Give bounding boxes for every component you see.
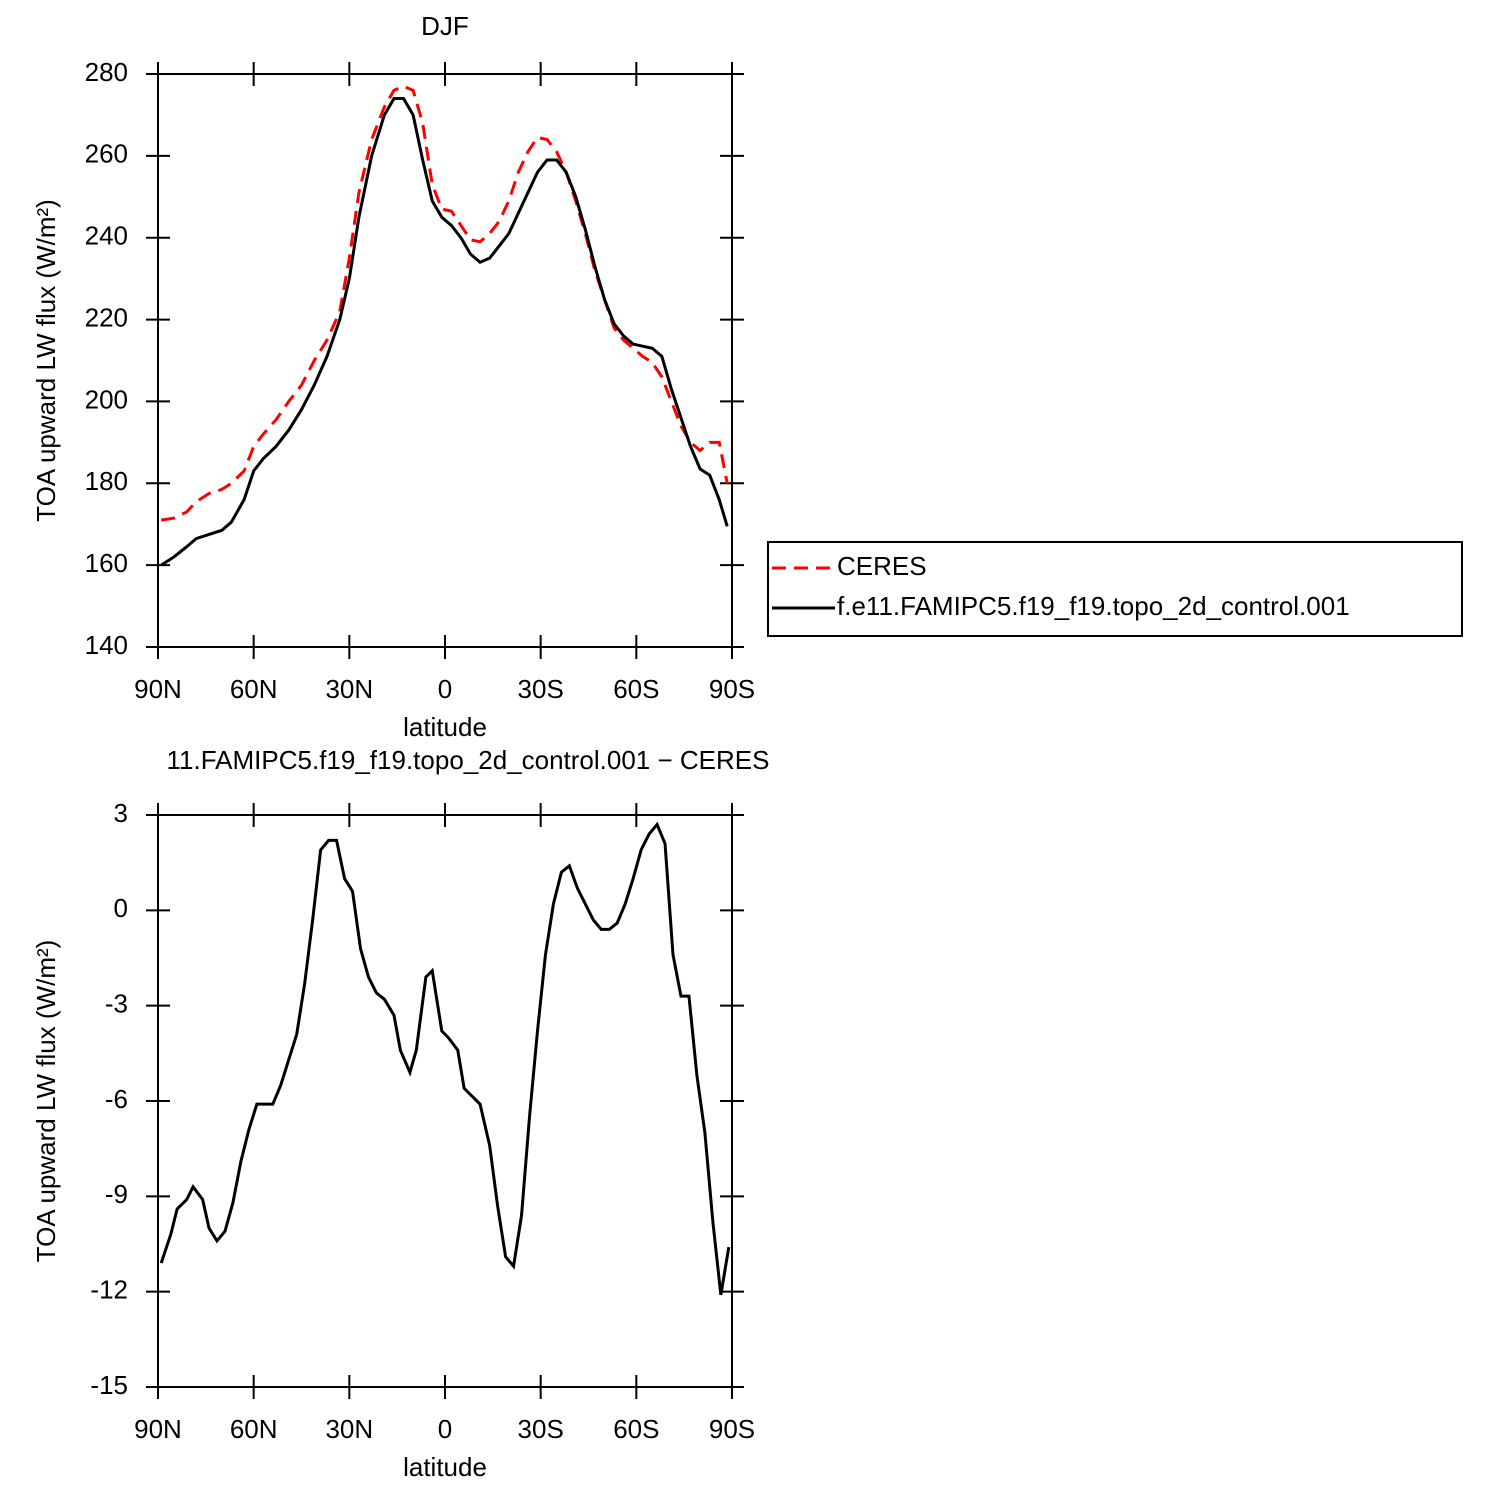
y-tick-label: -6 bbox=[105, 1084, 128, 1114]
x-axis-label: latitude bbox=[403, 712, 487, 742]
y-tick-label: -3 bbox=[105, 989, 128, 1019]
y-tick-label: 220 bbox=[85, 302, 128, 332]
y-tick-label: 0 bbox=[114, 893, 128, 923]
x-tick-label: 60S bbox=[613, 674, 659, 704]
data-line bbox=[160, 97, 729, 567]
y-tick-label: 200 bbox=[85, 384, 128, 414]
y-tick-label: 240 bbox=[85, 221, 128, 251]
x-tick-label: 60S bbox=[613, 1414, 659, 1444]
legend-box bbox=[767, 541, 1463, 637]
y-tick-label: 140 bbox=[85, 630, 128, 660]
legend-label: CERES bbox=[837, 551, 927, 581]
x-tick-label: 90N bbox=[134, 674, 182, 704]
chart-title: 11.FAMIPC5.f19_f19.topo_2d_control.001 −… bbox=[167, 745, 770, 775]
x-tick-label: 90N bbox=[134, 1414, 182, 1444]
y-tick-label: -12 bbox=[90, 1275, 128, 1305]
y-tick-label: 3 bbox=[114, 798, 128, 828]
x-tick-label: 0 bbox=[438, 1414, 452, 1444]
x-tick-label: 90S bbox=[709, 674, 755, 704]
x-tick-label: 30N bbox=[325, 674, 373, 704]
x-tick-label: 30S bbox=[518, 674, 564, 704]
x-tick-label: 90S bbox=[709, 1414, 755, 1444]
x-axis-label: latitude bbox=[403, 1452, 487, 1482]
data-line bbox=[160, 84, 729, 522]
chart-title: DJF bbox=[421, 11, 469, 41]
x-tick-label: 60N bbox=[230, 1414, 278, 1444]
x-tick-label: 30S bbox=[518, 1414, 564, 1444]
y-tick-label: 280 bbox=[85, 57, 128, 87]
y-axis-label: TOA upward LW flux (W/m²) bbox=[31, 199, 61, 522]
legend-label: f.e11.FAMIPC5.f19_f19.topo_2d_control.00… bbox=[837, 591, 1350, 621]
y-axis-label: TOA upward LW flux (W/m²) bbox=[31, 940, 61, 1263]
data-line bbox=[159, 821, 731, 1296]
y-tick-label: 180 bbox=[85, 466, 128, 496]
y-tick-label: 160 bbox=[85, 548, 128, 578]
plot-frame bbox=[157, 814, 733, 1388]
plot-frame bbox=[157, 73, 733, 648]
x-tick-label: 60N bbox=[230, 674, 278, 704]
y-tick-label: -9 bbox=[105, 1179, 128, 1209]
y-tick-label: 260 bbox=[85, 139, 128, 169]
y-tick-label: -15 bbox=[90, 1370, 128, 1400]
x-tick-label: 0 bbox=[438, 674, 452, 704]
x-tick-label: 30N bbox=[325, 1414, 373, 1444]
